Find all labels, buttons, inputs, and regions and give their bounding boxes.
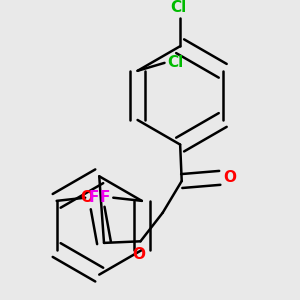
Text: F: F xyxy=(100,190,110,205)
Text: F: F xyxy=(88,190,99,205)
Text: O: O xyxy=(132,247,146,262)
Text: O: O xyxy=(224,170,237,185)
Text: Cl: Cl xyxy=(167,56,183,70)
Text: O: O xyxy=(80,190,93,205)
Text: Cl: Cl xyxy=(170,0,187,15)
